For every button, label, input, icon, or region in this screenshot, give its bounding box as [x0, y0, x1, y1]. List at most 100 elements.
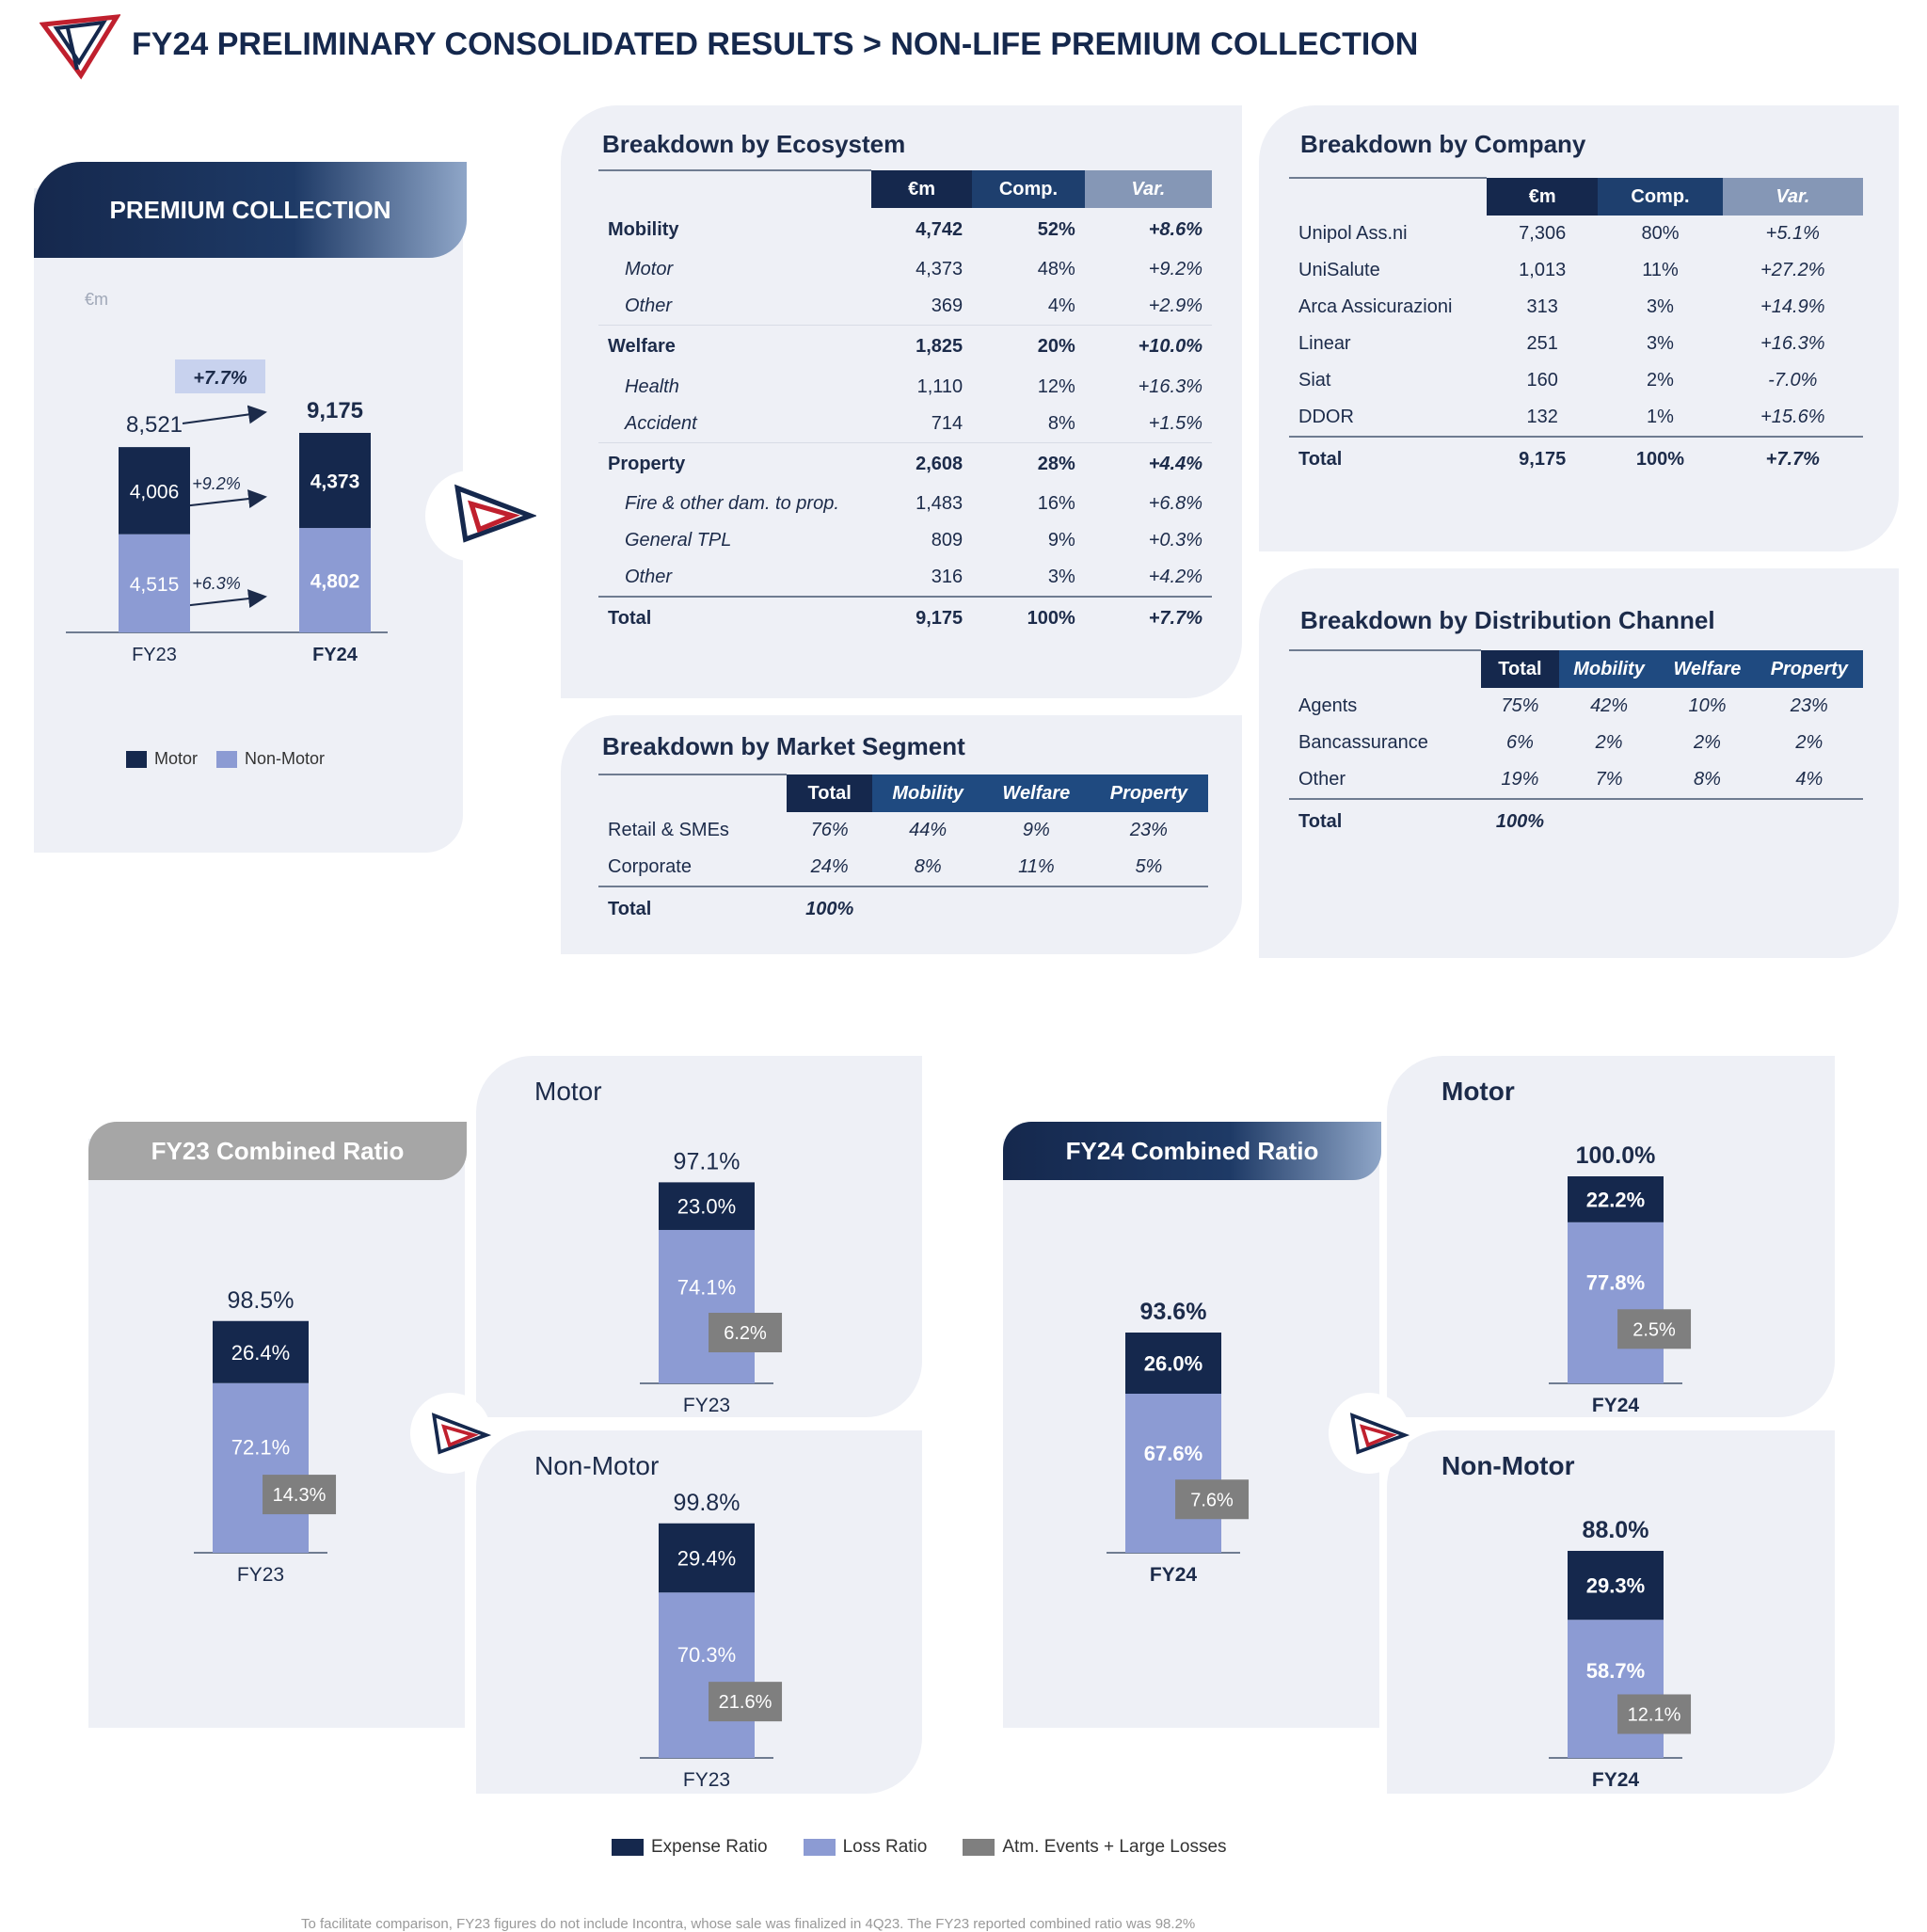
cell-em: 316 — [931, 567, 964, 587]
ecosystem-table: €m Comp. Var. Mobility 4,742 52% +8.6% Motor… — [598, 169, 1212, 640]
data-label-nonmotor: 4,802 — [311, 571, 360, 593]
cell-property: 23% — [1129, 820, 1168, 840]
data-label-loss: 67.6% — [1144, 1442, 1202, 1465]
data-label-atm: 7.6% — [1190, 1490, 1234, 1510]
fy24-motor-title: Motor — [1441, 1077, 1515, 1106]
row-label: General TPL — [625, 530, 732, 551]
cell-em: 1,110 — [916, 375, 964, 397]
cell-var: +0.3% — [1148, 530, 1202, 551]
cell-total: 100% — [787, 886, 873, 932]
cell-comp: 20% — [972, 325, 1085, 369]
bar-atm-events — [709, 1682, 783, 1722]
premium-chart: +7.7% +9.2% +6.3% 4,515 4,006 8,521 FY23 4,8… — [66, 359, 388, 665]
row-label: Mobility — [608, 218, 679, 240]
legend-swatch-motor — [126, 750, 147, 768]
distribution-col-mobility: Mobility — [1558, 650, 1660, 688]
cell-comp: 80% — [1641, 223, 1680, 244]
total-growth-arrow — [182, 405, 267, 424]
market-title: Breakdown by Market Segment — [602, 732, 965, 760]
table-row: DDOR 132 1% +15.6% — [1289, 399, 1863, 437]
distribution-table: Total Mobility Welfare Property Agents 75… — [1289, 649, 1863, 844]
data-label-atm: 21.6% — [719, 1692, 772, 1713]
bar-expense-ratio — [1125, 1333, 1221, 1394]
market-header-row: Total Mobility Welfare Property — [598, 774, 1208, 812]
arrow-logo-icon — [454, 484, 536, 543]
cell-var: +2.9% — [1148, 295, 1202, 316]
row-label: Welfare — [598, 325, 871, 369]
cell-empty — [1755, 798, 1863, 844]
cell-comp: 4% — [1047, 295, 1075, 316]
total-row: Total 100% — [598, 886, 1208, 932]
distribution-panel — [1259, 568, 1899, 958]
fy23-combined-label: FY23 Combined Ratio — [151, 1136, 405, 1165]
row-label: Agents — [1298, 695, 1358, 716]
table-row: UniSalute 1,013 11% +27.2% — [1289, 252, 1863, 289]
data-label-motor: 4,373 — [311, 471, 360, 493]
company-header-row: €m Comp. Var. — [1289, 177, 1863, 216]
cell-var: +16.3% — [1138, 375, 1202, 397]
category-label: FY23 — [683, 1769, 730, 1791]
cell-em: 714 — [931, 412, 964, 434]
table-row: Unipol Ass.ni 7,306 80% +5.1% — [1289, 216, 1863, 252]
bar-motor — [119, 447, 190, 535]
cell-total: 100% — [1481, 798, 1559, 844]
table-row: Welfare 1,825 20% +10.0% — [598, 325, 1212, 369]
cell-em: 369 — [931, 295, 964, 316]
bar-atm-events — [1617, 1309, 1692, 1349]
cell-comp: 3% — [1647, 296, 1674, 317]
cell-var: +16.3% — [1760, 333, 1825, 354]
bar-nonmotor — [119, 534, 190, 632]
distribution-col-welfare: Welfare — [1659, 650, 1756, 688]
cell-var: +14.9% — [1760, 296, 1825, 317]
bar-loss-ratio — [1568, 1221, 1664, 1383]
cell-em: 251 — [1526, 333, 1558, 354]
bar-loss-ratio — [1125, 1394, 1221, 1553]
bar-loss-ratio — [659, 1229, 755, 1383]
cell-comp: 1% — [1647, 407, 1674, 427]
cell-mobility: 7% — [1595, 769, 1623, 790]
cell-comp: 2% — [1647, 370, 1674, 391]
row-label: Total — [1289, 436, 1487, 482]
data-label-expense: 26.4% — [231, 1341, 290, 1365]
page-title: FY24 PRELIMINARY CONSOLIDATED RESULTS > … — [132, 26, 1419, 62]
legend-swatch-loss — [803, 1839, 836, 1856]
category-label: FY23 — [132, 645, 177, 665]
table-row: Siat 160 2% -7.0% — [1289, 362, 1863, 399]
cell-em: 1,825 — [871, 325, 973, 369]
cell-var: -7.0% — [1768, 370, 1818, 391]
premium-unit: €m — [85, 290, 109, 309]
row-label: Siat — [1298, 370, 1331, 391]
cell-var: +10.0% — [1084, 325, 1212, 369]
row-label: Linear — [1298, 333, 1351, 354]
data-label-loss: 72.1% — [231, 1435, 290, 1459]
data-label-atm: 12.1% — [1628, 1704, 1681, 1725]
cell-property: 5% — [1135, 856, 1163, 877]
ecosystem-col-var: Var. — [1084, 170, 1212, 208]
cell-comp: 12% — [1037, 375, 1075, 397]
premium-legend: Motor Non-Motor — [126, 749, 325, 769]
category-label: FY24 — [1150, 1564, 1198, 1586]
legend-swatch-atm — [963, 1839, 995, 1856]
fy24-combined-label: FY24 Combined Ratio — [1065, 1136, 1319, 1165]
bar-atm-events — [1617, 1694, 1692, 1734]
data-label-loss: 58.7% — [1586, 1659, 1645, 1683]
total-growth-badge — [175, 359, 265, 393]
market-col-property: Property — [1089, 774, 1208, 812]
cell-empty — [1659, 798, 1756, 844]
table-row: Health 1,110 12% +16.3% — [598, 369, 1212, 406]
cell-property: 4% — [1795, 769, 1823, 790]
cell-comp: 16% — [1037, 493, 1075, 514]
ecosystem-header-row: €m Comp. Var. — [598, 169, 1212, 208]
bar-loss-ratio — [1568, 1620, 1664, 1758]
table-row: Total 9,175 100% +7.7% — [598, 596, 1212, 640]
combined-ratio-charts: 72.1% 26.4% 98.5% 14.3% FY23 74.1% 23.0% 97.1% 6… — [194, 1142, 1692, 1791]
cell-welfare: 11% — [1018, 856, 1055, 877]
cell-comp: 9% — [1047, 530, 1075, 551]
bar-expense-ratio — [659, 1523, 755, 1593]
cell-em: 9,175 — [1487, 436, 1599, 482]
row-label: Fire & other dam. to prop. — [625, 493, 839, 514]
table-row: Fire & other dam. to prop. 1,483 16% +6.8% — [598, 486, 1212, 522]
cell-em: 1,013 — [1519, 260, 1567, 280]
ecosystem-title: Breakdown by Ecosystem — [602, 130, 906, 158]
data-label-loss: 70.3% — [677, 1643, 736, 1667]
